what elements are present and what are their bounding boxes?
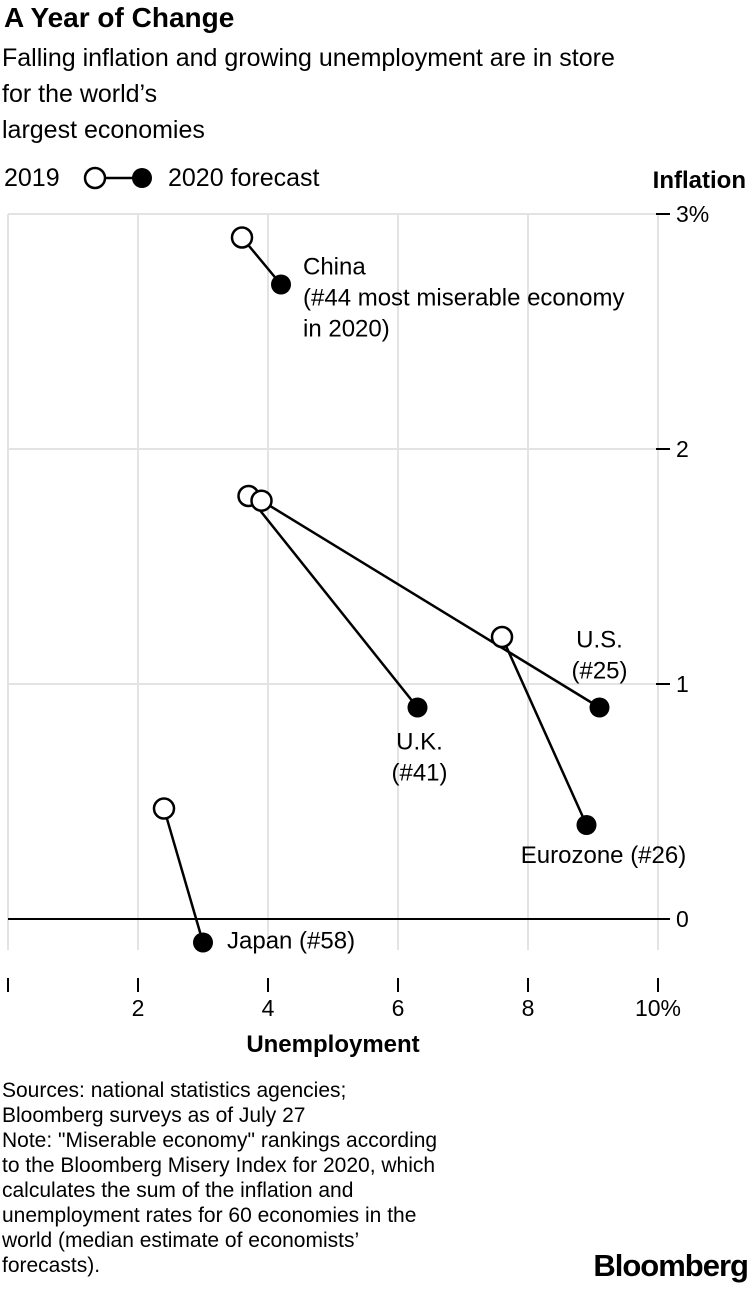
series-layer: China (#44 most miserable economy in 2020)… bbox=[152, 226, 686, 955]
point-2019 bbox=[490, 625, 514, 649]
point-2020 bbox=[589, 697, 610, 718]
x-tick-label: 8 bbox=[522, 995, 535, 1021]
series-label: (#41) bbox=[391, 760, 447, 787]
point-2020 bbox=[407, 697, 428, 718]
x-tick-label: 6 bbox=[392, 995, 405, 1021]
series-china: China (#44 most miserable economy in 2020) bbox=[230, 226, 624, 343]
change-connector bbox=[500, 636, 588, 826]
footnote: Sources: national statistics agencies; B… bbox=[2, 1078, 542, 1278]
subtitle-line: largest economies bbox=[2, 116, 205, 144]
footnote-line: Bloomberg surveys as of July 27 bbox=[2, 1104, 306, 1127]
series-label: (#44 most miserable economy bbox=[303, 285, 624, 312]
legend: 2019 2020 forecast bbox=[4, 164, 320, 192]
legend-marker-2019 bbox=[83, 166, 107, 190]
footnote-line: world (median estimate of economists’ bbox=[2, 1229, 360, 1252]
x-tick-label: 2 bbox=[132, 995, 145, 1021]
legend-label-2020: 2020 forecast bbox=[168, 164, 320, 192]
series-japan: Japan (#58) bbox=[152, 797, 355, 955]
y-tick-label: 3% bbox=[676, 201, 709, 227]
footnote-line: Note: "Miserable economy" rankings accor… bbox=[2, 1129, 438, 1152]
point-2020 bbox=[193, 932, 213, 953]
footnote-line: to the Bloomberg Misery Index for 2020, … bbox=[2, 1154, 436, 1177]
footnote-line: forecasts). bbox=[2, 1254, 101, 1277]
series-label: (#25) bbox=[571, 658, 627, 685]
subtitle-line: Falling inflation and growing unemployme… bbox=[2, 44, 615, 72]
point-2019 bbox=[230, 226, 254, 249]
series-u-s-: U.S. (#25) bbox=[250, 489, 628, 718]
point-2020 bbox=[271, 274, 291, 295]
y-tick-label: 2 bbox=[676, 436, 689, 462]
series-label: U.S. bbox=[576, 627, 623, 654]
legend-marker-2020 bbox=[132, 168, 152, 188]
footnote-line: Sources: national statistics agencies; bbox=[2, 1079, 347, 1102]
series-label: Japan (#58) bbox=[227, 928, 355, 955]
point-2020 bbox=[576, 815, 597, 835]
grid-layer bbox=[7, 213, 659, 950]
change-connector bbox=[162, 808, 205, 943]
point-2019 bbox=[250, 489, 273, 512]
y-tick-label: 0 bbox=[676, 906, 689, 932]
footnote-line: calculates the sum of the inflation and bbox=[2, 1179, 354, 1202]
x-tick-label: 4 bbox=[262, 995, 275, 1021]
subtitle-line: for the world’s bbox=[2, 80, 158, 108]
y-axis-label: Inflation bbox=[653, 167, 746, 194]
bloomberg-logo: Bloomberg bbox=[593, 1248, 749, 1283]
scatter-chart: 2 4 6 8 10% 0 1 2 3% 2019 2020 forecast Inflatio… bbox=[4, 164, 746, 1058]
x-axis-label: Unemployment bbox=[246, 1031, 419, 1058]
legend-label-2019: 2019 bbox=[4, 164, 60, 192]
series-label: in 2020) bbox=[303, 316, 390, 343]
footnote-line: unemployment rates for 60 economies in t… bbox=[2, 1204, 417, 1227]
axis-layer: 2 4 6 8 10% 0 1 2 3% bbox=[7, 201, 709, 1021]
y-tick-label: 1 bbox=[676, 671, 689, 697]
x-tick-label: 10% bbox=[635, 995, 681, 1021]
change-connector bbox=[260, 499, 601, 709]
series-label: China bbox=[303, 254, 366, 281]
series-label: U.K. bbox=[396, 729, 443, 756]
point-2019 bbox=[152, 797, 176, 820]
chart-title: A Year of Change bbox=[4, 2, 235, 33]
series-eurozone: Eurozone (#26) bbox=[490, 625, 686, 869]
change-connector bbox=[247, 495, 419, 709]
chart-subtitle: Falling inflation and growing unemployme… bbox=[2, 40, 722, 148]
series-label: Eurozone (#26) bbox=[521, 842, 686, 869]
series-u-k-: U.K. (#41) bbox=[237, 484, 448, 787]
